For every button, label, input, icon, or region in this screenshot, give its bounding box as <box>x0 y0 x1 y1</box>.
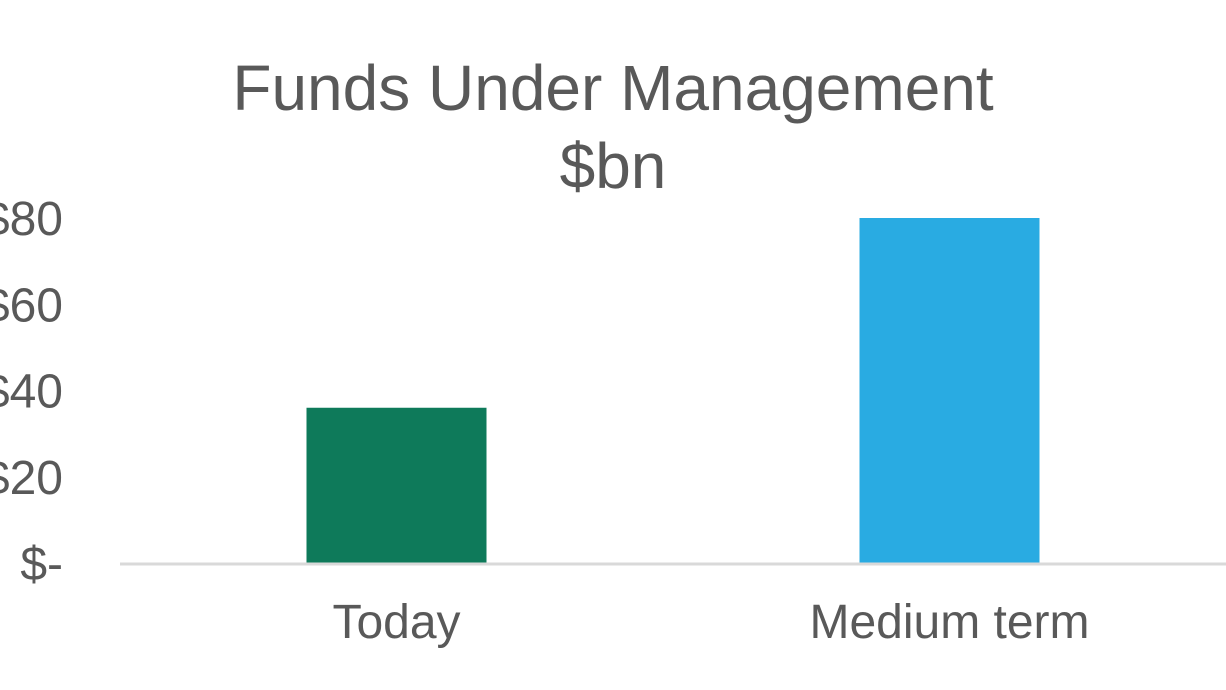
chart-title-line-1: Funds Under Management <box>232 52 994 124</box>
y-tick-label: $40 <box>0 366 63 419</box>
x-category-label: Today <box>332 596 460 649</box>
chart-title-line-2: $bn <box>560 130 667 202</box>
y-tick-label: $- <box>20 538 63 591</box>
y-tick-label: $20 <box>0 452 63 505</box>
y-tick-label: $80 <box>0 193 63 246</box>
bar-medium-term <box>859 218 1040 563</box>
y-axis-ticks: $- $20 $40 $60 $80 <box>0 193 63 591</box>
x-category-label: Medium term <box>809 596 1089 649</box>
y-tick-label: $60 <box>0 279 63 332</box>
bars <box>306 218 1040 563</box>
x-axis-labels: Today Medium term <box>332 596 1089 649</box>
bar-today <box>306 407 487 563</box>
